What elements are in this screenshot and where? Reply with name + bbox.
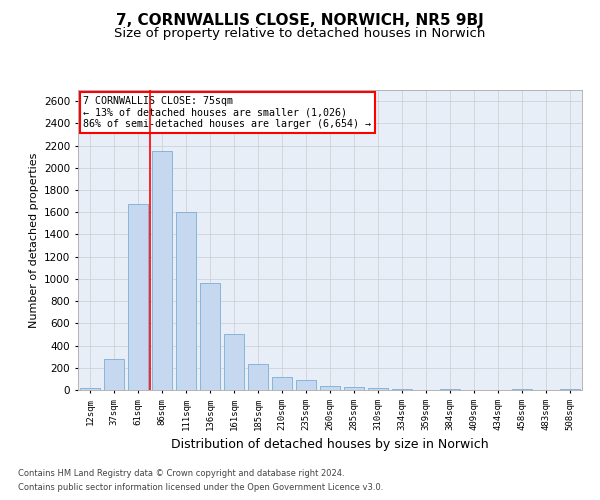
Bar bbox=[128, 204, 148, 390]
Text: Contains HM Land Registry data © Crown copyright and database right 2024.: Contains HM Land Registry data © Crown c… bbox=[18, 468, 344, 477]
Bar bbox=[272, 377, 292, 390]
Bar bbox=[248, 364, 268, 390]
Bar bbox=[392, 389, 412, 390]
X-axis label: Distribution of detached houses by size in Norwich: Distribution of detached houses by size … bbox=[171, 438, 489, 451]
Bar bbox=[344, 386, 364, 390]
Bar bbox=[512, 389, 532, 390]
Text: 7 CORNWALLIS CLOSE: 75sqm
← 13% of detached houses are smaller (1,026)
86% of se: 7 CORNWALLIS CLOSE: 75sqm ← 13% of detac… bbox=[83, 96, 371, 129]
Bar bbox=[104, 359, 124, 390]
Bar bbox=[224, 334, 244, 390]
Bar bbox=[200, 284, 220, 390]
Text: 7, CORNWALLIS CLOSE, NORWICH, NR5 9BJ: 7, CORNWALLIS CLOSE, NORWICH, NR5 9BJ bbox=[116, 12, 484, 28]
Bar bbox=[152, 151, 172, 390]
Y-axis label: Number of detached properties: Number of detached properties bbox=[29, 152, 38, 328]
Text: Size of property relative to detached houses in Norwich: Size of property relative to detached ho… bbox=[115, 28, 485, 40]
Text: Contains public sector information licensed under the Open Government Licence v3: Contains public sector information licen… bbox=[18, 484, 383, 492]
Bar bbox=[80, 388, 100, 390]
Bar bbox=[368, 388, 388, 390]
Bar bbox=[320, 386, 340, 390]
Bar bbox=[176, 212, 196, 390]
Bar bbox=[296, 380, 316, 390]
Bar bbox=[440, 389, 460, 390]
